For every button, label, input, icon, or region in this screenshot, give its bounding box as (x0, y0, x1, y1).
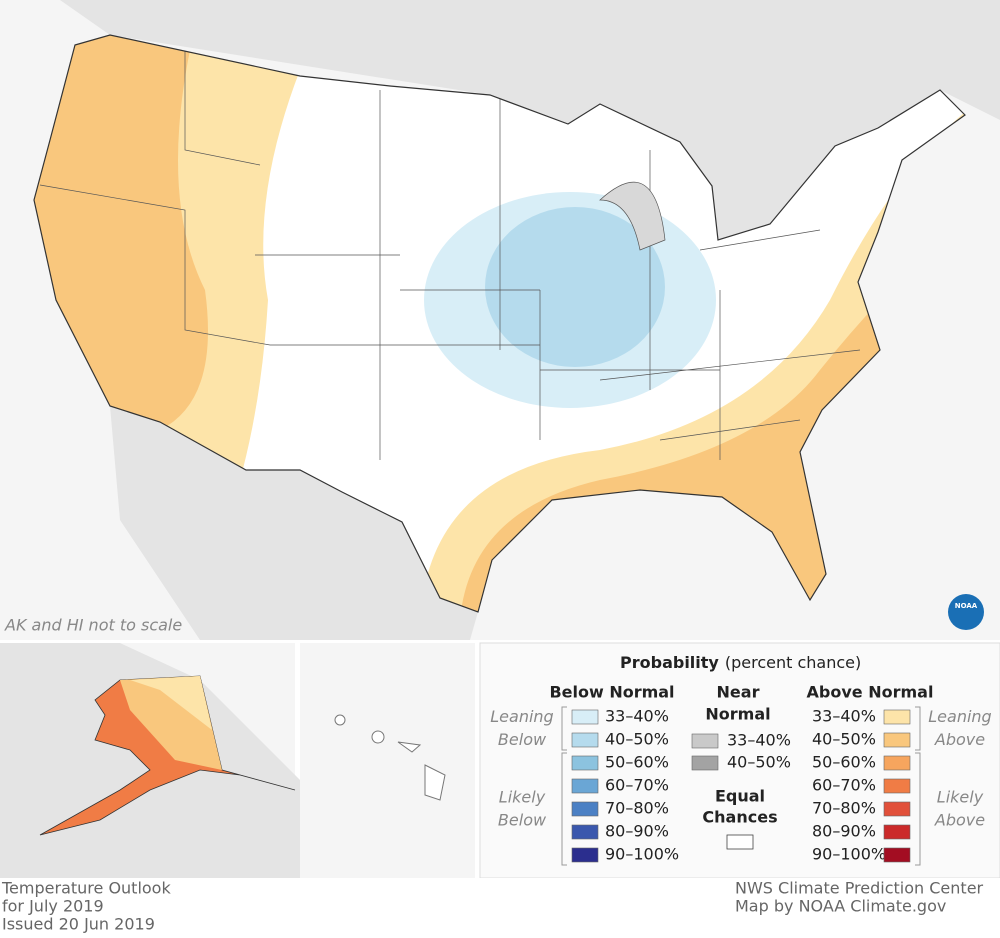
legend-swatch (726, 834, 754, 850)
legend-swatch (571, 847, 599, 863)
legend-bracket (915, 706, 921, 751)
alaska (39, 675, 296, 836)
legend-heading: Normal (705, 705, 770, 724)
legend-swatch (883, 847, 911, 863)
legend-group-note: Likely (937, 788, 984, 807)
state-lines (39, 40, 861, 460)
legend-label: 40–50% (605, 730, 669, 749)
legend-label: 40–50% (812, 730, 876, 749)
legend-group-note: Likely (499, 788, 546, 807)
legend-swatch (571, 801, 599, 817)
footer (0, 878, 1000, 938)
logo-text: NOAA (955, 602, 978, 610)
legend-swatch (883, 732, 911, 748)
legend-label: 80–90% (812, 822, 876, 841)
legend-swatch (883, 824, 911, 840)
legend-label: 60–70% (812, 776, 876, 795)
legend: Probability (percent chance) Below Normal 3… (490, 653, 992, 866)
legend-subtitle: (percent chance) (725, 653, 861, 672)
legend-heading: Chances (702, 808, 777, 827)
legend-label: 80–90% (605, 822, 669, 841)
legend-swatch (571, 709, 599, 725)
legend-label: 40–50% (727, 753, 791, 772)
legend-label: 90–100% (812, 845, 886, 864)
canada (0, 0, 1000, 240)
footer-line: Map by NOAA Climate.gov (735, 897, 946, 916)
great-lakes (599, 181, 666, 251)
legend-swatch (883, 709, 911, 725)
legend-swatch (883, 755, 911, 771)
legend-heading: Equal (715, 787, 765, 806)
legend-group-note: Above (934, 811, 985, 830)
legend-bracket (561, 752, 567, 866)
footer-line: for July 2019 (2, 897, 104, 916)
scale-note: AK and HI not to scale (4, 616, 182, 635)
hawaii (334, 714, 446, 801)
legend-swatch (691, 755, 719, 771)
legend-label: 60–70% (605, 776, 669, 795)
legend-group-note: Leaning (490, 707, 553, 726)
legend-group-note: Below (498, 811, 547, 830)
legend-swatch (571, 755, 599, 771)
legend-swatch (691, 733, 719, 749)
legend-heading: Below Normal (549, 683, 674, 702)
legend-label: 33–40% (605, 707, 669, 726)
legend-label: 50–60% (812, 753, 876, 772)
legend-group-note: Above (934, 730, 985, 749)
zone-below (485, 207, 665, 367)
footer-line: Issued 20 Jun 2019 (2, 915, 155, 934)
mexico (110, 406, 478, 640)
legend-swatch (571, 778, 599, 794)
legend-group-note: Leaning (928, 707, 991, 726)
legend-bracket (915, 752, 921, 866)
legend-swatch (571, 824, 599, 840)
legend-heading: Above Normal (807, 683, 934, 702)
legend-swatch (571, 732, 599, 748)
legend-label: 33–40% (812, 707, 876, 726)
legend-label: 90–100% (605, 845, 679, 864)
alaska-leaning (130, 676, 212, 730)
legend-group-note: Below (498, 730, 547, 749)
legend-label: 50–60% (605, 753, 669, 772)
legend-swatch (883, 801, 911, 817)
hawaii-panel (300, 643, 475, 878)
footer-line: Temperature Outlook (1, 879, 171, 898)
legend-bracket (561, 706, 567, 751)
legend-title-main: Probability (620, 653, 719, 672)
legend-label: 33–40% (727, 731, 791, 750)
footer-line: NWS Climate Prediction Center (735, 879, 984, 898)
legend-heading: Near (717, 683, 760, 702)
legend-title: Probability (percent chance) (620, 653, 861, 672)
legend-label: 70–80% (812, 799, 876, 818)
legend-label: 70–80% (605, 799, 669, 818)
noaa-logo (948, 594, 984, 630)
legend-swatch (883, 778, 911, 794)
